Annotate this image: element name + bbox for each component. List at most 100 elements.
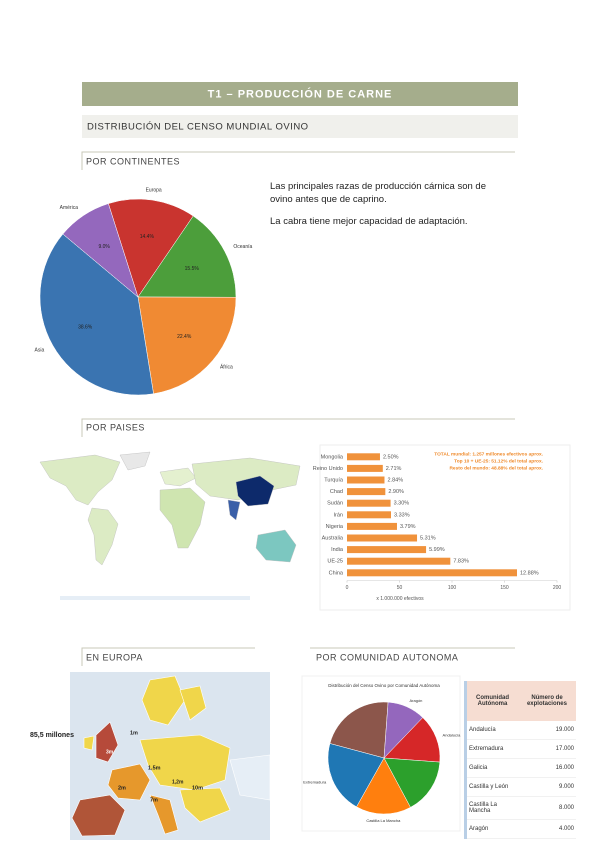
bar-value-label: 12.88% <box>520 570 539 576</box>
pie-slice <box>356 757 411 815</box>
map-label: 2m <box>118 785 126 791</box>
section-rule <box>81 151 515 170</box>
pie-slice <box>108 198 194 298</box>
map-label: 1,5m <box>148 765 161 771</box>
section-heading: POR PAISES <box>86 422 145 432</box>
table-cell: Galicia <box>465 758 518 778</box>
category-label: Irán <box>334 512 343 518</box>
category-label: India <box>331 547 344 553</box>
header-cell: Número de explotaciones <box>517 681 576 721</box>
annotation: Resto del mundo: 48.88% del total aprox. <box>449 465 543 471</box>
pie-slice <box>137 296 237 395</box>
category-label: Sudán <box>327 501 343 507</box>
title-bar <box>82 82 518 106</box>
bar <box>347 464 383 472</box>
bar <box>347 488 386 496</box>
pie-slice <box>62 203 139 298</box>
section-heading: POR CONTINENTES <box>86 156 180 166</box>
category-label: Reino Unido <box>313 466 343 472</box>
x-tick-label: 0 <box>346 585 349 591</box>
category-label: UE-25 <box>327 559 343 565</box>
x-axis-label: x 1.000.000 efectivos <box>376 596 424 602</box>
table-cell: 8.000 <box>517 796 576 820</box>
section-rule <box>81 418 515 437</box>
x-tick-label: 50 <box>397 585 403 591</box>
bar-value-label: 2.50% <box>383 454 399 460</box>
bar-value-label: 5.31% <box>420 535 436 541</box>
chart-title: Distribución del Censo Ovino por Comunid… <box>328 683 440 688</box>
map-label: 85,5 millones <box>30 732 74 739</box>
table-cell: Extremadura <box>465 739 518 759</box>
bar <box>347 557 451 565</box>
annotation: TOTAL mundial: 1.257 millones efectivos … <box>434 451 543 457</box>
map-label: 1,2m <box>172 779 184 785</box>
slice-label: Andalucía <box>443 733 462 738</box>
paragraph: La cabra tiene mejor capacidad de adapta… <box>270 216 468 227</box>
bar-value-label: 3.30% <box>394 501 410 507</box>
pie-slice <box>39 233 154 396</box>
bar <box>347 499 391 507</box>
bar <box>347 511 391 519</box>
table-cell: 4.000 <box>517 819 576 839</box>
bar-value-label: 2.90% <box>388 489 404 495</box>
category-label: Australia <box>322 535 344 541</box>
slice-label: América <box>60 205 79 211</box>
bar <box>347 569 517 577</box>
map-label: 3m <box>106 749 114 755</box>
slice-value-label: 15.5% <box>185 266 200 272</box>
table-header: Comunidad Autónoma Número de explotacion… <box>465 681 576 721</box>
annotation: Top 10 + UE-25: 51.12% del total aprox. <box>454 458 543 464</box>
table-row: Extremadura 17.000 <box>465 739 576 759</box>
bar-value-label: 3.33% <box>394 512 410 518</box>
table-cell: Andalucía <box>465 721 518 740</box>
header-cell: Comunidad Autónoma <box>465 681 518 721</box>
slice-label: Extremadura <box>303 779 327 784</box>
text-block: Las principales razas de producción cárn… <box>270 180 505 237</box>
slice-value-label: 14.4% <box>140 234 155 240</box>
category-label: China <box>329 570 344 576</box>
table-cell: Castilla y León <box>465 777 518 797</box>
subtitle: DISTRIBUCIÓN DEL CENSO MUNDIAL OVINO <box>87 122 309 133</box>
bar <box>347 522 397 530</box>
category-label: Mongolia <box>321 454 344 460</box>
bar-value-label: 7.83% <box>453 559 469 565</box>
slice-label: Europa <box>146 188 162 194</box>
table-cell: 17.000 <box>517 739 576 759</box>
map-label: 1m <box>130 730 138 736</box>
category-label: Turquía <box>324 477 344 483</box>
table-row: Castilla y León 9.000 <box>465 777 576 797</box>
category-label: Nigeria <box>326 524 344 530</box>
table-body: Andalucía 19.000 Extremadura 17.000 Galicia 1… <box>465 721 576 839</box>
bar-value-label: 2.84% <box>387 477 403 483</box>
x-tick-label: 150 <box>500 585 509 591</box>
table-row: Galicia 16.000 <box>465 758 576 778</box>
slice-label: África <box>220 363 233 370</box>
pie-slice <box>137 215 237 298</box>
table-row: Andalucía 19.000 <box>465 721 576 740</box>
slice-value-label: 38.6% <box>78 324 93 330</box>
table-cell: 19.000 <box>517 721 576 740</box>
slice-label: Oceanía <box>233 244 252 250</box>
table-row: Castilla La Mancha 8.000 <box>465 796 576 820</box>
section-heading: POR COMUNIDAD AUTONOMA <box>316 652 458 662</box>
paragraph: Las principales razas de producción cárn… <box>270 181 486 205</box>
bar <box>347 534 418 542</box>
bar-value-label: 5.99% <box>429 547 445 553</box>
bar <box>347 476 385 484</box>
pie-slice <box>329 701 389 759</box>
table-cell: Castilla La Mancha <box>465 796 518 820</box>
subtitle-bar <box>82 115 518 138</box>
table-cell: 9.000 <box>517 777 576 797</box>
slice-label: Aragón <box>410 698 423 703</box>
slice-label: Castilla La Mancha <box>366 818 401 823</box>
map-label: 10m <box>192 785 203 791</box>
world-map <box>32 451 318 600</box>
table-cell: 16.000 <box>517 758 576 778</box>
bar <box>347 453 380 461</box>
table-cell: Aragón <box>465 819 518 839</box>
table: Comunidad Autónoma Número de explotacion… <box>464 681 576 839</box>
slice-label: Asia <box>35 348 45 354</box>
map-label: 7m <box>150 797 158 803</box>
